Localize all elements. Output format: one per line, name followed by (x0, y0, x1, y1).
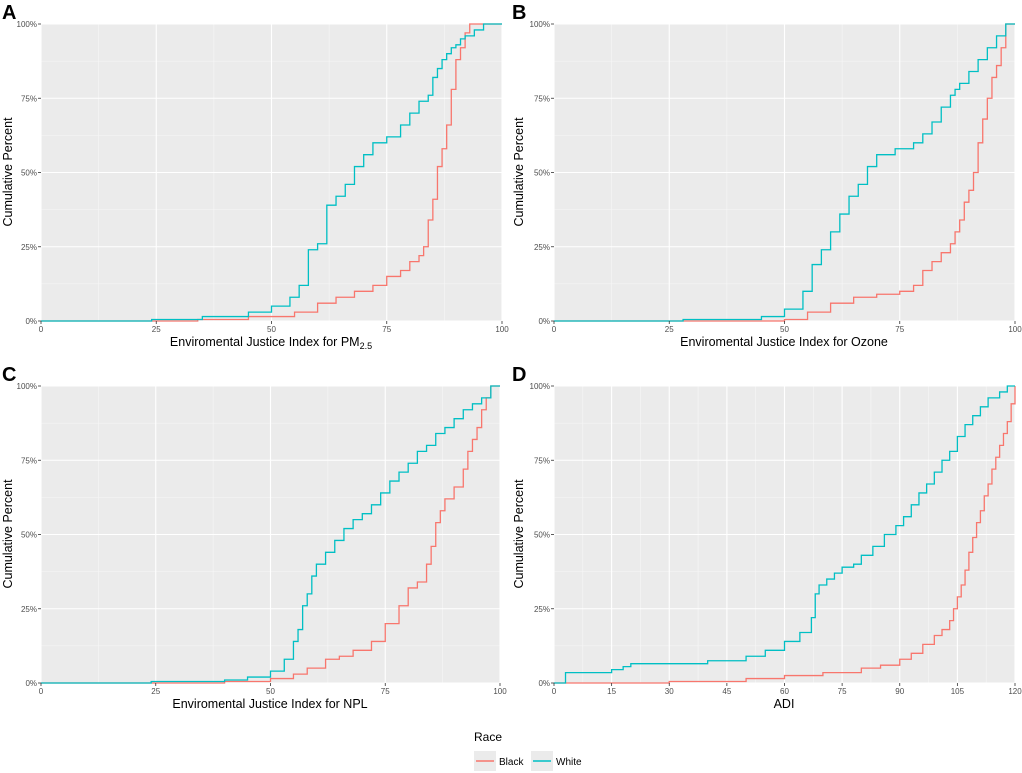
panel-a-letter: A (2, 2, 16, 24)
series-line-white (41, 385, 500, 684)
y-tick-label: 75% (534, 94, 550, 103)
legend-title: Race (474, 730, 502, 744)
y-tick-label: 100% (17, 20, 37, 29)
panel-c-tick-labels: 0 25 50 75 100 0% 25% 50% 75% 100% (17, 382, 508, 696)
panel-d-tick-labels: 0 15 30 45 60 75 90 105 120 0% 25% 50% 75% 100% (530, 382, 1022, 696)
panel-b-y-axis-title: Cumulative Percent (512, 117, 526, 227)
panel-b-x-axis-title: Enviromental Justice Index for Ozone (680, 335, 888, 349)
x-tick-label: 0 (552, 325, 557, 334)
x-tick-label: 75 (382, 325, 391, 334)
x-tick-label: 75 (895, 325, 904, 334)
x-tick-label: 0 (39, 687, 44, 696)
y-tick-label: 75% (21, 94, 37, 103)
y-tick-label: 50% (21, 169, 37, 178)
y-tick-label: 25% (21, 605, 37, 614)
legend-label-black: Black (499, 757, 524, 768)
series-line-black (41, 385, 500, 684)
x-tick-label: 45 (722, 687, 731, 696)
y-tick-label: 0% (25, 679, 37, 688)
x-tick-label: 100 (495, 325, 509, 334)
series-line-black (554, 386, 1016, 684)
y-tick-label: 100% (530, 20, 550, 29)
legend: Race Black White (474, 730, 582, 771)
x-tick-label: 25 (151, 687, 160, 696)
y-tick-label: 25% (21, 243, 37, 252)
series-line-black (554, 23, 1015, 322)
x-tick-label: 25 (665, 325, 674, 334)
panel-a: A 0 25 50 75 100 0% 25% 50% 75% 100% Enviromental… (1, 2, 509, 351)
x-tick-label: 0 (39, 325, 44, 334)
x-tick-label: 90 (895, 687, 904, 696)
y-tick-label: 0% (538, 317, 550, 326)
panel-b-letter: B (512, 2, 526, 24)
panel-d-x-axis-title: ADI (774, 697, 795, 711)
y-tick-label: 50% (534, 531, 550, 540)
y-tick-label: 25% (534, 243, 550, 252)
panel-a-tick-labels: 0 25 50 75 100 0% 25% 50% 75% 100% (17, 20, 510, 334)
panel-d-gridlines (553, 385, 1016, 684)
x-tick-label: 105 (951, 687, 965, 696)
x-tick-label: 30 (665, 687, 674, 696)
y-tick-label: 75% (534, 456, 550, 465)
panel-d-letter: D (512, 364, 526, 386)
y-tick-label: 50% (21, 531, 37, 540)
panel-d-series (554, 385, 1016, 684)
panel-c-x-axis-title: Enviromental Justice Index for NPL (172, 697, 367, 711)
panel-a-y-axis-title: Cumulative Percent (1, 117, 15, 227)
panel-b: B 0 25 50 75 100 0% 25% 50% 75% 100% Enviromental… (512, 2, 1022, 349)
panel-a-series (41, 23, 502, 322)
y-tick-label: 75% (21, 456, 37, 465)
x-tick-label: 100 (1008, 325, 1022, 334)
panel-c-y-axis-title: Cumulative Percent (1, 479, 15, 589)
x-tick-label: 50 (266, 687, 275, 696)
series-line-white (554, 385, 1015, 684)
panel-c: C 0 25 50 75 100 0% 25% 50% 75% 100% Enviromental… (1, 364, 507, 711)
x-tick-label: 60 (780, 687, 789, 696)
series-line-white (554, 23, 1015, 322)
x-tick-label: 25 (152, 325, 161, 334)
panel-b-gridlines (553, 23, 1016, 322)
x-tick-label: 0 (552, 687, 557, 696)
panel-a-x-axis-title: Enviromental Justice Index for PM2.5 (170, 335, 372, 351)
x-tick-label: 50 (780, 325, 789, 334)
y-tick-label: 25% (534, 605, 550, 614)
series-line-black (41, 23, 502, 322)
series-line-white (41, 23, 502, 322)
panel-d-y-axis-title: Cumulative Percent (512, 479, 526, 589)
y-tick-label: 0% (25, 317, 37, 326)
panel-d: D 0 15 30 45 60 75 90 105 120 0% 25% 50% 75% 100% ADI… (512, 364, 1022, 711)
legend-label-white: White (556, 757, 582, 768)
y-tick-label: 0% (538, 679, 550, 688)
x-tick-label: 120 (1008, 687, 1022, 696)
x-tick-label: 15 (607, 687, 616, 696)
y-tick-label: 100% (530, 382, 550, 391)
x-tick-label: 75 (381, 687, 390, 696)
x-tick-label: 50 (267, 325, 276, 334)
panel-b-tick-labels: 0 25 50 75 100 0% 25% 50% 75% 100% (530, 20, 1022, 334)
y-tick-label: 100% (17, 382, 37, 391)
panel-c-series (41, 385, 500, 684)
y-tick-label: 50% (534, 169, 550, 178)
panel-c-letter: C (2, 364, 16, 386)
panel-b-series (554, 23, 1015, 322)
panel-a-x-axis-subscript: 2.5 (360, 341, 373, 351)
x-tick-label: 100 (493, 687, 507, 696)
x-tick-label: 75 (838, 687, 847, 696)
